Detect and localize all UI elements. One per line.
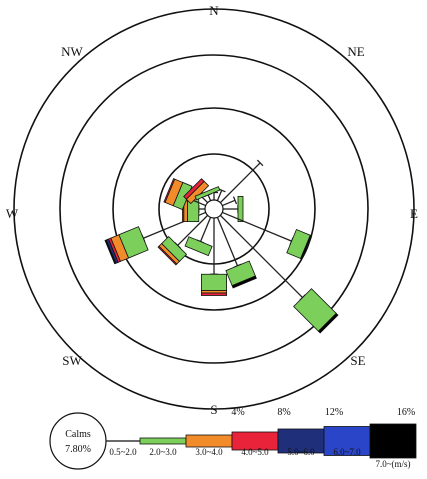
bar-e (223, 195, 244, 223)
legend-label-3: 4.0~5.0 (241, 447, 269, 457)
legend-swatch-6 (369, 423, 417, 459)
direction-label-w: W (6, 206, 19, 221)
segment-se-6 (317, 312, 339, 334)
hub-circle (204, 199, 224, 219)
ring-label-4: 4% (231, 407, 244, 418)
segment-ssw-1 (184, 236, 213, 257)
segment-nne-0 (216, 190, 223, 201)
segment-ese-0 (222, 211, 292, 242)
direction-label-e: E (410, 206, 418, 221)
direction-label-se: SE (350, 353, 365, 368)
direction-labels: N NE E SE S SW W NW (6, 3, 418, 417)
bar-sw (157, 214, 209, 266)
segment-wnw-3 (163, 178, 176, 203)
legend-label-4: 5.0~6.0 (287, 447, 315, 457)
center-hub (204, 199, 224, 219)
bar-ene (222, 196, 238, 207)
segment-cap-ne (256, 159, 264, 167)
segment-nnw-1 (194, 186, 221, 201)
legend: Calms 7.80% 0.5~2.0 2.0~3.0 3.0~4.0 4.0~5.0 5.… (49, 407, 417, 470)
direction-label-ne: NE (347, 44, 364, 59)
ring-16 (13, 8, 415, 410)
legend-label-0: 0.5~2.0 (109, 447, 137, 457)
segment-sse-0 (216, 217, 239, 267)
segment-cap-ene (232, 196, 238, 205)
legend-swatch-2 (185, 434, 233, 448)
segment-sse-6 (231, 275, 257, 289)
bar-wsw (104, 211, 206, 265)
calms-label: Calms (65, 429, 91, 440)
segment-nw-3 (183, 178, 205, 200)
segment-nnw-0 (207, 194, 212, 201)
legend-label-1: 2.0~3.0 (149, 447, 177, 457)
segment-ne-0 (219, 162, 261, 204)
calms-value: 7.80% (65, 444, 91, 455)
segment-sw-3 (157, 245, 178, 266)
segment-s-1 (200, 273, 228, 291)
legend-swatch-1 (139, 437, 187, 445)
legend-label-2: 3.0~4.0 (195, 447, 223, 457)
segment-e-1 (237, 195, 244, 223)
ring-8 (112, 107, 316, 311)
calms-circle (49, 412, 107, 470)
ring-label-12: 12% (325, 407, 343, 418)
segment-ese-6 (300, 234, 312, 260)
segment-ene-0 (222, 199, 236, 207)
bar-ese (222, 211, 312, 260)
segment-sw-0 (177, 214, 209, 246)
segment-s-3 (200, 292, 228, 296)
direction-label-n: N (209, 3, 219, 18)
segment-ssw-0 (199, 217, 212, 242)
legend-label-6: 7.0~(m/s) (375, 459, 410, 469)
legend-label-5: 6.0~7.0 (333, 447, 361, 457)
ring-label-8: 8% (277, 407, 290, 418)
segment-se-0 (219, 214, 304, 299)
direction-label-nw: NW (61, 44, 83, 59)
bar-nnw (194, 186, 221, 201)
direction-bars (104, 159, 339, 334)
direction-label-s: S (210, 402, 217, 417)
bar-s (200, 218, 228, 296)
bar-sse (216, 217, 257, 289)
bar-ne (219, 159, 264, 204)
direction-label-sw: SW (62, 353, 82, 368)
ring-12 (59, 54, 369, 364)
bar-se (219, 214, 339, 334)
segment-wsw-6 (104, 239, 117, 265)
ring-label-16: 16% (397, 407, 415, 418)
bar-ssw (184, 217, 213, 257)
